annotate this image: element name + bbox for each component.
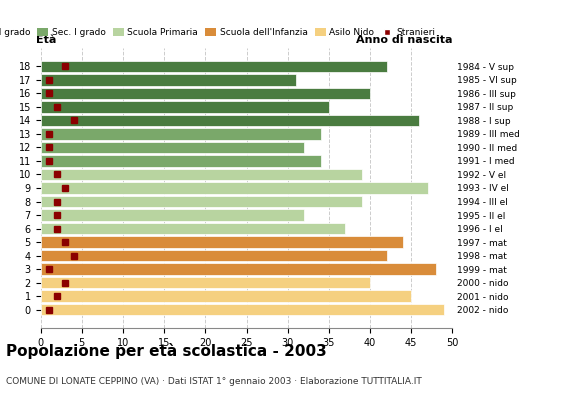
Bar [41, 196, 362, 207]
Bar [41, 182, 427, 194]
Bar [41, 236, 403, 248]
Bar [41, 128, 321, 140]
Bar [41, 101, 329, 113]
Bar [41, 277, 370, 288]
Bar [41, 250, 386, 261]
Bar [41, 115, 419, 126]
Legend: Sec. II grado, Sec. I grado, Scuola Primaria, Scuola dell'Infanzia, Asilo Nido, : Sec. II grado, Sec. I grado, Scuola Prim… [0, 24, 438, 41]
Bar [41, 209, 304, 221]
Bar [41, 61, 386, 72]
Bar [41, 263, 436, 275]
Bar [41, 142, 304, 153]
Bar [41, 74, 296, 86]
Bar [41, 169, 362, 180]
Bar [41, 223, 345, 234]
Text: Età: Età [37, 35, 57, 45]
Bar [41, 155, 321, 167]
Bar [41, 290, 411, 302]
Bar [41, 304, 444, 315]
Text: Anno di nascita: Anno di nascita [356, 35, 452, 45]
Bar [41, 88, 370, 99]
Text: COMUNE DI LONATE CEPPINO (VA) · Dati ISTAT 1° gennaio 2003 · Elaborazione TUTTIT: COMUNE DI LONATE CEPPINO (VA) · Dati IST… [6, 377, 422, 386]
Text: Popolazione per età scolastica - 2003: Popolazione per età scolastica - 2003 [6, 343, 327, 359]
